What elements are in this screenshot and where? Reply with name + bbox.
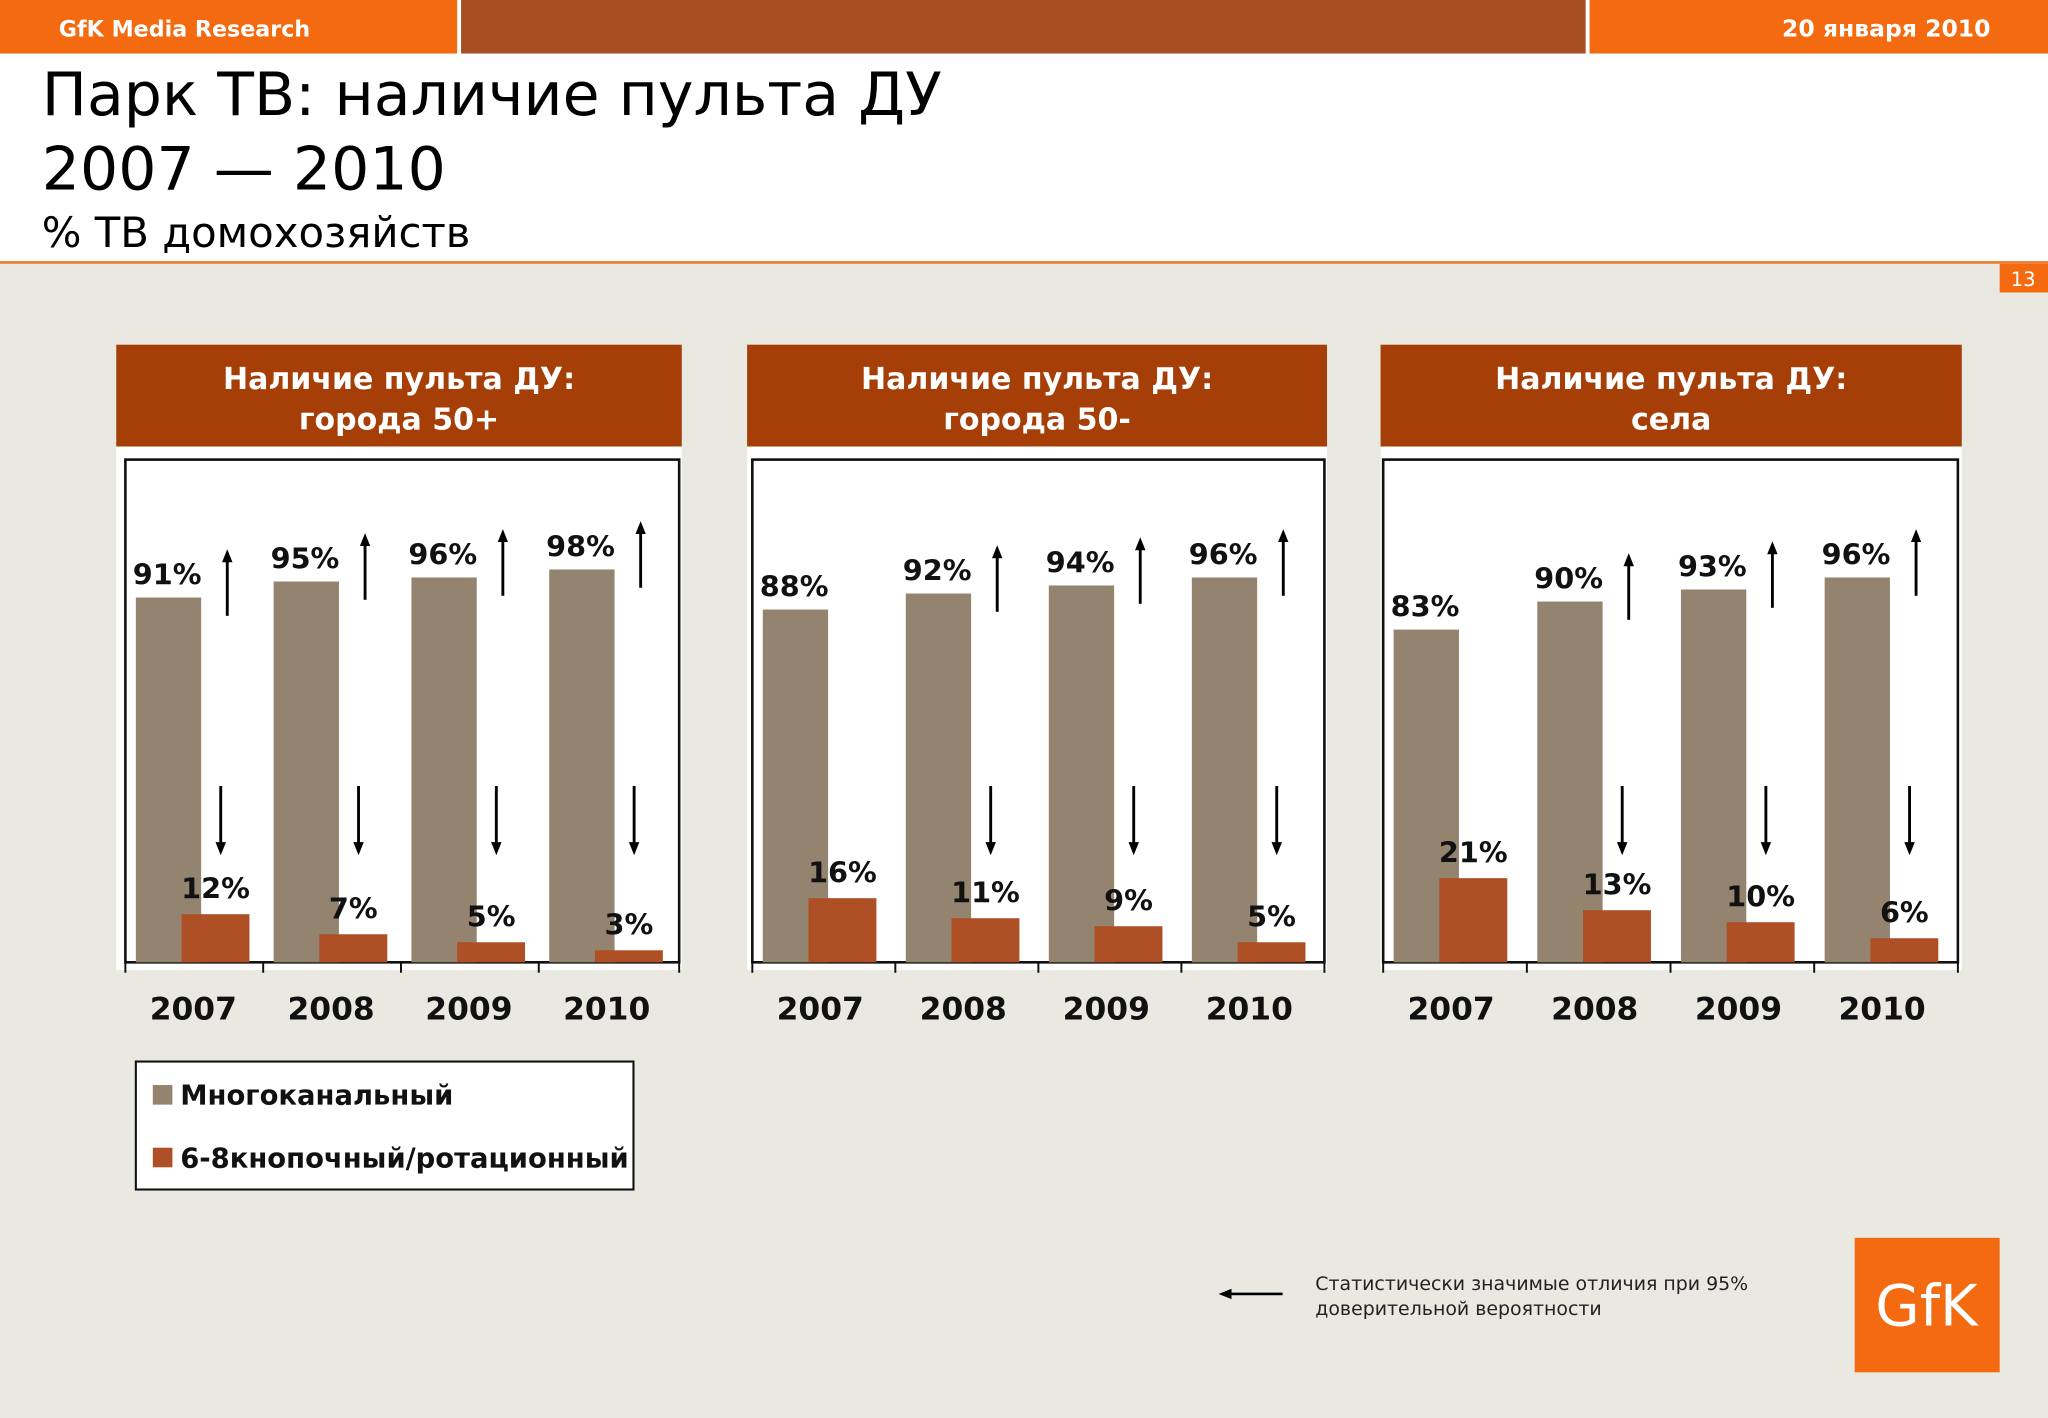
label-multichannel: 92% — [903, 553, 972, 587]
note-line-1: Статистически значимые отличия при 95% — [1315, 1273, 1748, 1295]
bar-button68 — [808, 898, 877, 963]
bar-button68 — [1870, 938, 1939, 963]
label-multichannel: 88% — [760, 570, 829, 604]
label-multichannel: 90% — [1534, 561, 1603, 595]
bar-multichannel — [1537, 601, 1603, 963]
chart-subtitle: села — [1631, 403, 1711, 438]
x-tick-label: 2007 — [150, 992, 237, 1028]
bar-button68 — [1583, 910, 1651, 963]
label-button68: 5% — [1247, 900, 1296, 934]
x-tick-label: 2008 — [920, 992, 1007, 1028]
x-tick-label: 2007 — [777, 992, 864, 1028]
chart-subtitle: города 50- — [943, 403, 1131, 438]
charts: Наличие пульта ДУ: города 50+ 91% 12% 2007 95… — [116, 344, 1962, 1028]
label-button68: 9% — [1104, 884, 1153, 918]
bar-multichannel — [135, 597, 202, 963]
legend-label-multichannel: Многоканальный — [180, 1081, 453, 1112]
chart-header — [1380, 344, 1962, 447]
label-button68: 3% — [605, 908, 654, 942]
x-tick-label: 2010 — [563, 992, 650, 1028]
bar-button68 — [1439, 878, 1508, 963]
page-subtitle: % ТВ домохозяйств — [42, 208, 471, 257]
bar-button68 — [1726, 922, 1795, 963]
legend-swatch-button68 — [152, 1147, 173, 1168]
label-multichannel: 96% — [1189, 537, 1258, 571]
x-tick-label: 2009 — [425, 992, 512, 1028]
top-bar-left — [0, 0, 458, 54]
legend-box — [134, 1060, 635, 1191]
bar-multichannel — [905, 593, 972, 963]
x-tick-label: 2009 — [1695, 992, 1782, 1028]
label-multichannel: 96% — [408, 537, 477, 571]
chart-title: Наличие пульта ДУ: — [223, 362, 575, 397]
page-number: 13 — [2011, 268, 2036, 291]
significance-note: Статистически значимые отличия при 95% д… — [1218, 1273, 1748, 1320]
bar-button68 — [951, 918, 1020, 963]
page-number-badge — [1999, 263, 2048, 293]
bar-button68 — [594, 950, 663, 963]
label-multichannel: 91% — [133, 557, 202, 591]
legend: Многоканальный 6-8кнопочный/ротационный — [134, 1060, 635, 1191]
x-tick-label: 2007 — [1407, 992, 1494, 1028]
bar-button68 — [1094, 926, 1163, 963]
label-button68: 12% — [181, 872, 250, 906]
label-multichannel: 96% — [1822, 537, 1891, 571]
bar-multichannel — [1824, 577, 1890, 963]
bar-button68 — [181, 914, 250, 963]
gfk-logo-text: GfK — [1875, 1272, 1979, 1339]
top-bar-middle — [461, 0, 1586, 54]
legend-swatch-multichannel — [152, 1085, 173, 1105]
chart-title: Наличие пульта ДУ: — [861, 362, 1213, 397]
chart-panel-2: Наличие пульта ДУ: города 50- 88% 16% 2007 92… — [747, 344, 1328, 1028]
chart-subtitle: города 50+ — [299, 403, 499, 438]
label-multichannel: 83% — [1391, 590, 1460, 624]
date-text: 20 января 2010 — [1782, 15, 1990, 43]
chart-panel-3: Наличие пульта ДУ: села 83% 21% 2007 90% 13% 20… — [1380, 344, 1962, 1028]
bar-multichannel — [273, 581, 339, 963]
bar-multichannel — [1191, 577, 1258, 963]
brand-text: GfK Media Research — [59, 17, 310, 43]
bar-multichannel — [1680, 589, 1747, 963]
page-title-years: 2007 — 2010 — [42, 134, 446, 204]
label-button68: 6% — [1880, 896, 1929, 930]
gfk-logo-box — [1854, 1237, 2000, 1373]
x-tick-label: 2010 — [1839, 992, 1926, 1028]
top-bar-right — [1589, 0, 2048, 54]
label-multichannel: 95% — [271, 541, 340, 575]
label-multichannel: 94% — [1046, 545, 1115, 579]
page-title: Парк ТВ: наличие пульта ДУ — [42, 60, 942, 130]
x-tick-label: 2008 — [287, 992, 374, 1028]
label-button68: 10% — [1726, 880, 1795, 914]
x-tick-label: 2010 — [1206, 992, 1293, 1028]
chart-panel-1: Наличие пульта ДУ: города 50+ 91% 12% 2007 95… — [116, 344, 682, 1028]
label-button68: 7% — [329, 892, 378, 926]
chart-header — [747, 344, 1328, 447]
label-multichannel: 98% — [546, 529, 615, 563]
chart-title: Наличие пульта ДУ: — [1495, 362, 1847, 397]
chart-header — [116, 344, 682, 447]
top-bar: GfK Media Research 20 января 2010 — [0, 0, 2048, 54]
label-button68: 5% — [467, 900, 516, 934]
bar-button68 — [1237, 942, 1306, 963]
label-button68: 16% — [808, 856, 877, 890]
bar-multichannel — [1048, 585, 1115, 963]
label-multichannel: 93% — [1678, 549, 1747, 583]
bar-button68 — [319, 934, 388, 963]
legend-label-button68: 6-8кнопочный/ротационный — [180, 1143, 628, 1174]
gfk-logo: GfK — [1854, 1237, 2000, 1373]
label-button68: 21% — [1439, 835, 1508, 869]
x-tick-label: 2009 — [1063, 992, 1150, 1028]
label-button68: 13% — [1583, 868, 1652, 902]
x-tick-label: 2008 — [1551, 992, 1638, 1028]
note-line-2: доверительной вероятности — [1315, 1298, 1601, 1320]
bar-button68 — [457, 942, 526, 963]
bar-multichannel — [549, 569, 615, 963]
bar-multichannel — [411, 577, 477, 963]
label-button68: 11% — [951, 876, 1020, 910]
